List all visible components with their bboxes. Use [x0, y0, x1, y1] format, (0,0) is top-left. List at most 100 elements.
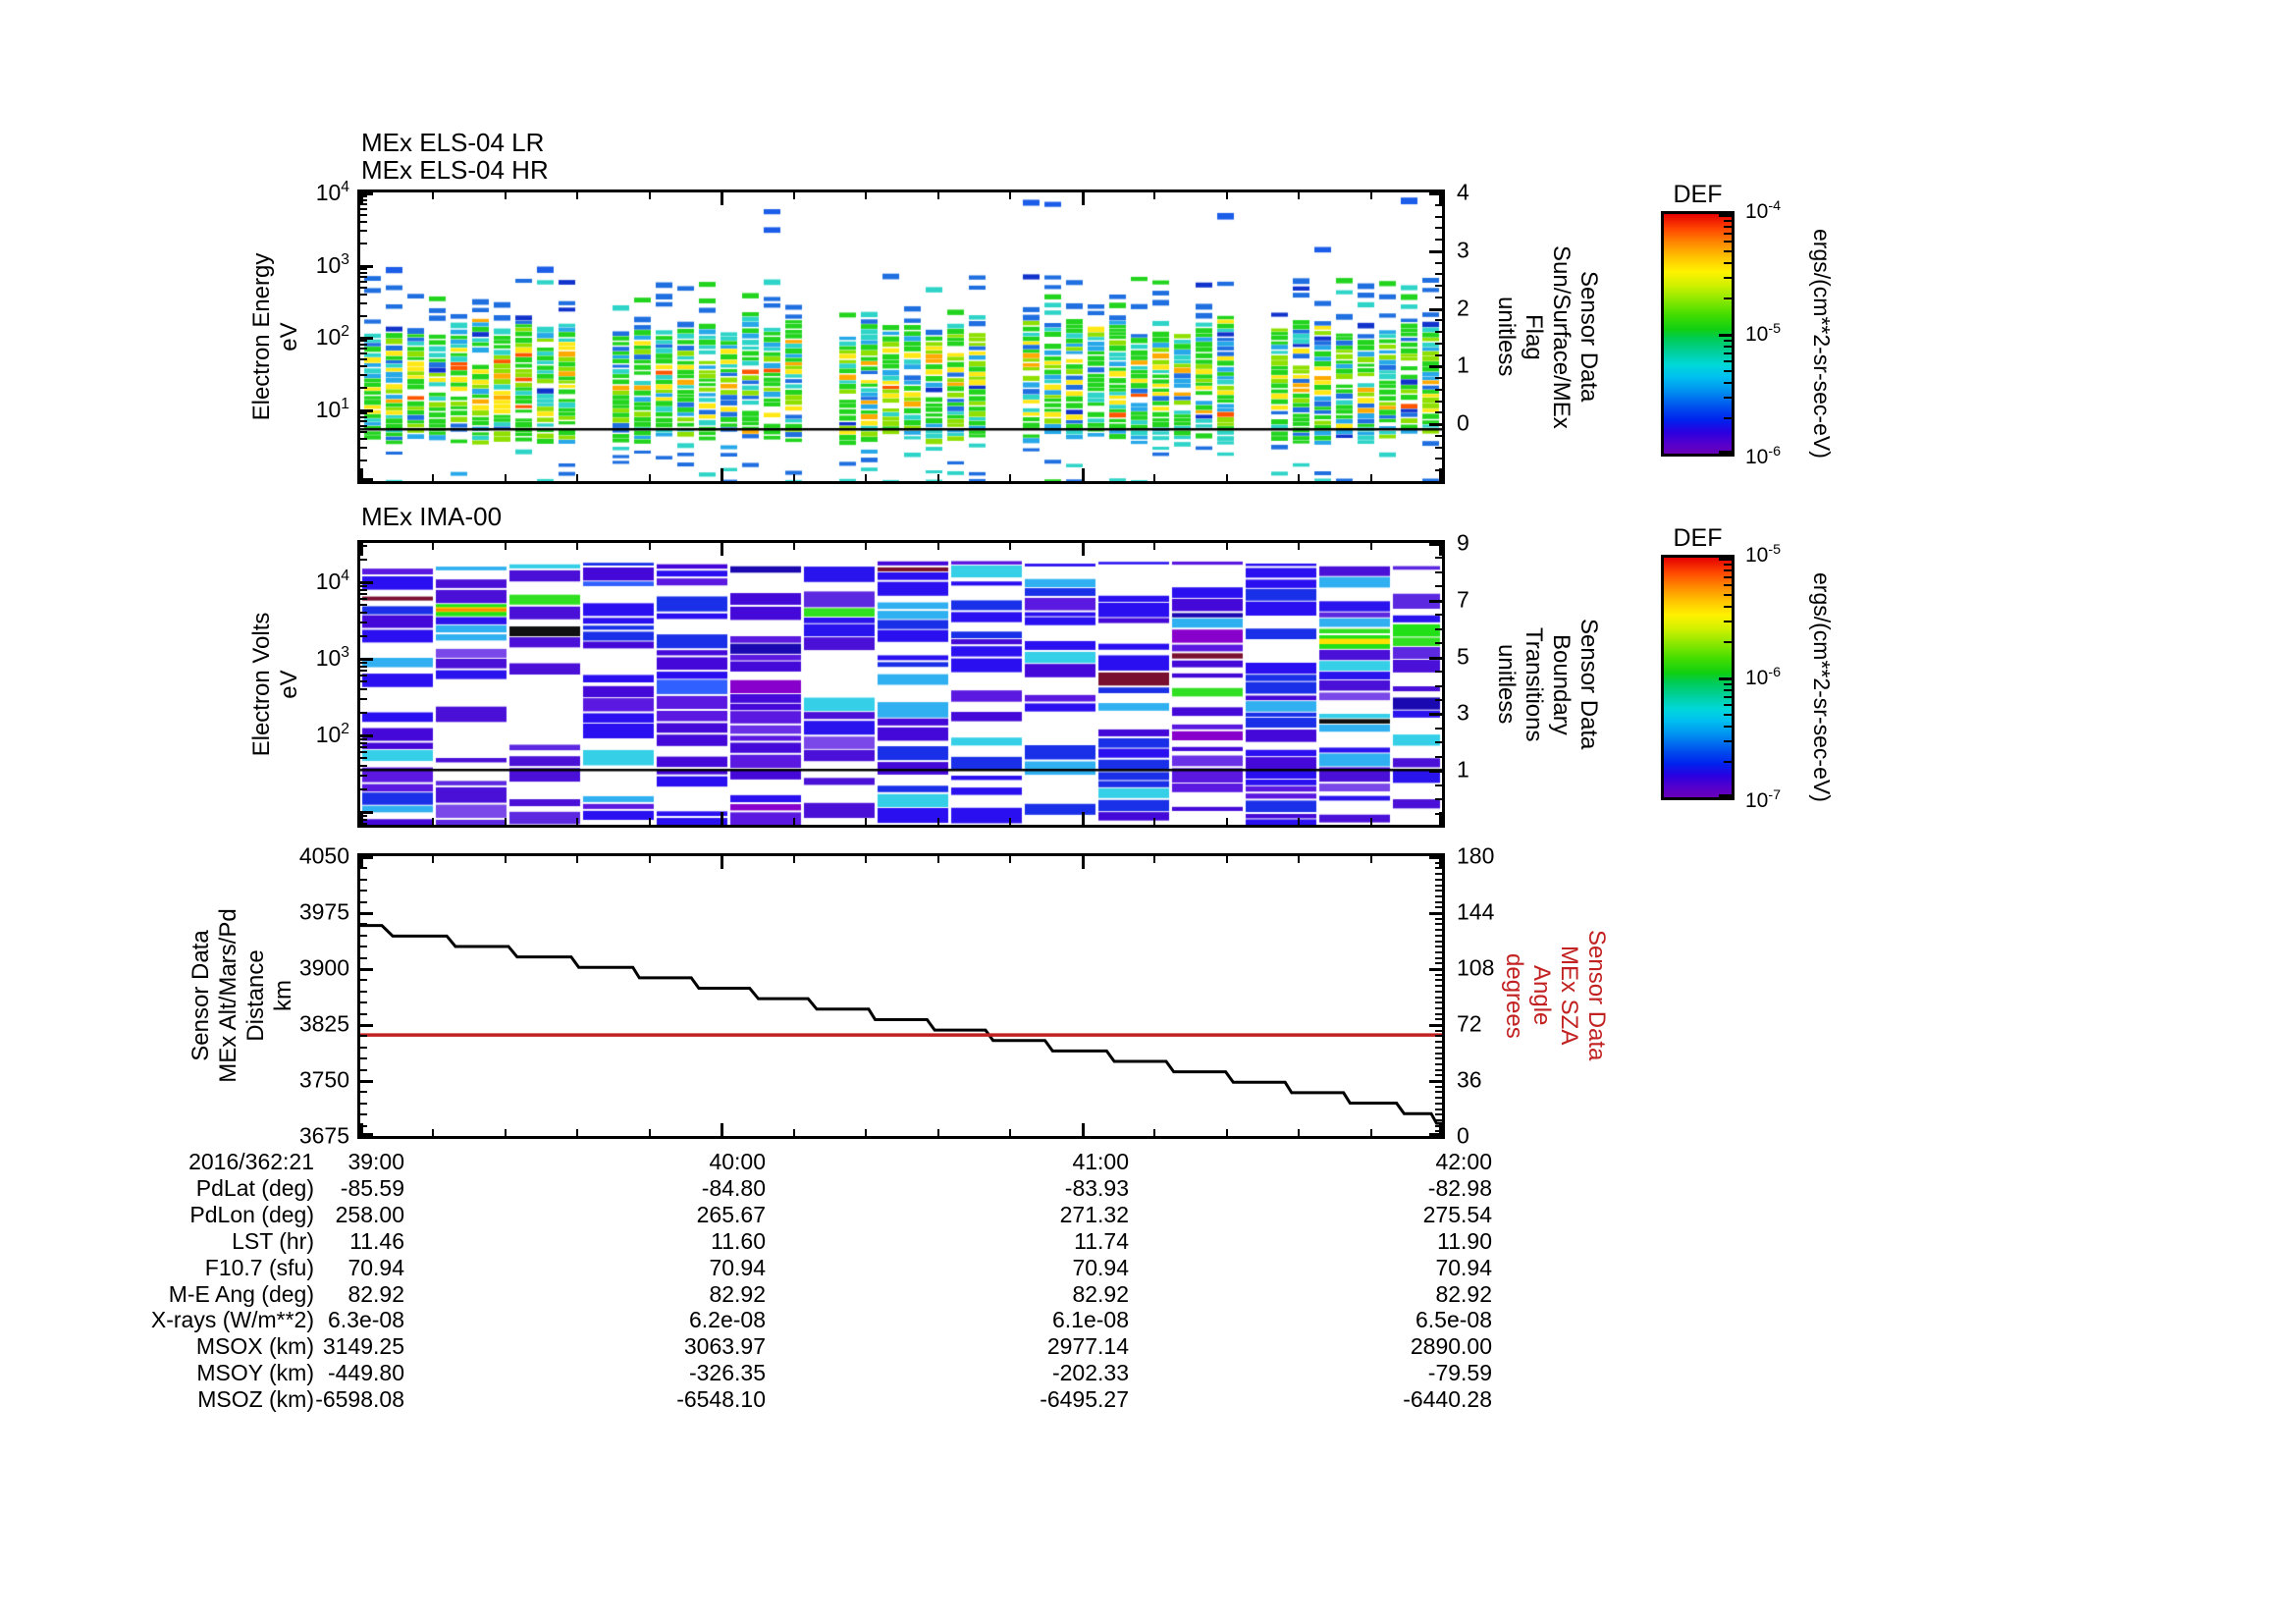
- tick-mark: [360, 1012, 367, 1015]
- ephemeris-row: F10.7 (sfu) 70.94 70.94 70.94 70.94: [0, 1255, 2296, 1280]
- tick-mark: [1435, 1097, 1442, 1100]
- ephemeris-row-label: MSOX (km): [195, 1333, 314, 1360]
- tick-mark: [1435, 215, 1442, 218]
- tick-mark: [1429, 770, 1442, 774]
- tick-mark: [1009, 1129, 1011, 1136]
- sza-tick-label: 144: [1457, 898, 1495, 925]
- tick-mark: [1435, 861, 1442, 864]
- alt-y-tick-label: 4050: [298, 842, 349, 869]
- tick-mark: [1435, 1113, 1442, 1116]
- tick-mark: [360, 741, 367, 744]
- tick-mark: [360, 823, 367, 826]
- tick-mark: [865, 192, 867, 199]
- tick-mark: [649, 192, 651, 199]
- tick-mark: [1724, 345, 1732, 348]
- tick-mark: [360, 658, 373, 661]
- tick-mark: [360, 543, 363, 556]
- tick-mark: [360, 878, 367, 881]
- ephemeris-value: 6.3e-08: [327, 1307, 404, 1333]
- tick-mark: [793, 192, 795, 199]
- tick-mark: [649, 474, 651, 481]
- tick-mark: [1724, 695, 1732, 698]
- tick-mark: [1429, 543, 1442, 546]
- tick-mark: [360, 192, 373, 195]
- tick-mark: [1435, 698, 1442, 701]
- tick-mark: [360, 208, 367, 211]
- tick-mark: [1724, 396, 1732, 399]
- els-flag-tick-label: 2: [1457, 295, 1469, 321]
- tick-mark: [1724, 605, 1732, 608]
- tick-mark: [360, 688, 367, 691]
- tick-mark: [1435, 985, 1442, 988]
- tick-mark: [1439, 1123, 1442, 1136]
- tick-mark: [865, 818, 867, 825]
- tick-mark: [1435, 962, 1442, 965]
- ephemeris-row: MSOX (km) 3149.25 3063.97 2977.14 2890.00: [0, 1333, 2296, 1359]
- tick-mark: [649, 818, 651, 825]
- tick-mark: [1082, 192, 1085, 205]
- tick-mark: [1724, 369, 1732, 372]
- tick-mark: [1439, 468, 1442, 481]
- els-flag-tick-label: 4: [1457, 179, 1469, 205]
- tick-mark: [360, 365, 367, 368]
- tick-mark: [1724, 219, 1732, 222]
- tick-mark: [360, 419, 367, 422]
- tick-mark: [1435, 1052, 1442, 1055]
- ephemeris-value: 11.60: [711, 1227, 766, 1254]
- tick-mark: [1719, 214, 1732, 217]
- tick-mark: [432, 192, 434, 199]
- tick-mark: [1226, 474, 1228, 481]
- ephemeris-row-label: MSOY (km): [196, 1360, 314, 1386]
- tick-mark: [1435, 1085, 1442, 1088]
- tick-mark: [360, 214, 367, 217]
- tick-mark: [1439, 812, 1442, 825]
- tick-mark: [432, 474, 434, 481]
- tick-mark: [360, 946, 367, 948]
- tick-mark: [1153, 474, 1155, 481]
- altitude-line: [360, 924, 1442, 1125]
- ephemeris-row: LST (hr) 11.46 11.60 11.74 11.90: [0, 1228, 2296, 1254]
- colorbar1: [1661, 211, 1735, 457]
- tick-mark: [649, 1129, 651, 1136]
- tick-mark: [1435, 755, 1442, 758]
- tick-mark: [1724, 298, 1732, 300]
- tick-mark: [360, 890, 367, 893]
- tick-mark: [1435, 273, 1442, 276]
- tick-mark: [1009, 818, 1011, 825]
- ephemeris-row: M-E Ang (deg) 82.92 82.92 82.92 82.92: [0, 1281, 2296, 1307]
- colorbar2-unit: ergs/(cm**2-sr-sec-eV): [1809, 572, 1835, 802]
- tick-mark: [721, 1123, 723, 1136]
- tick-mark: [1435, 956, 1442, 959]
- tick-mark: [1719, 794, 1732, 797]
- tick-mark: [1724, 713, 1732, 716]
- sza-tick-label: 0: [1457, 1122, 1469, 1149]
- tick-mark: [1435, 458, 1442, 460]
- tick-mark: [360, 1080, 373, 1083]
- ima-y-tick-label: 102: [315, 721, 349, 747]
- els-title-lr: MEx ELS-04 LR: [361, 128, 545, 157]
- tick-mark: [793, 856, 795, 863]
- tick-mark: [1724, 682, 1732, 685]
- tick-mark: [1298, 818, 1300, 825]
- tick-mark: [360, 1035, 367, 1038]
- sza-right-axis-line2: MEx SZA: [1556, 946, 1582, 1046]
- tick-mark: [576, 818, 578, 825]
- tick-mark: [360, 1068, 367, 1071]
- tick-mark: [1429, 968, 1442, 971]
- ephemeris-value: 82.92: [1435, 1280, 1492, 1307]
- ephemeris-value: 82.92: [1072, 1280, 1129, 1307]
- sza-right-axis-title: Sensor Data MEx SZA Angle degrees: [1492, 819, 1610, 1172]
- tick-mark: [360, 1133, 373, 1136]
- ephemeris-value: 82.92: [347, 1280, 404, 1307]
- tick-mark: [360, 437, 367, 440]
- tick-mark: [360, 1123, 363, 1136]
- tick-mark: [1082, 856, 1085, 869]
- colorbar-tick-label: 10-7: [1745, 787, 1782, 812]
- sza-tick-label: 180: [1457, 842, 1495, 869]
- tick-mark: [360, 956, 367, 959]
- tick-mark: [360, 734, 373, 737]
- tick-mark: [1435, 557, 1442, 560]
- tick-mark: [360, 670, 367, 673]
- tick-mark: [360, 1113, 367, 1116]
- ima-y-tick-label: 104: [315, 568, 349, 594]
